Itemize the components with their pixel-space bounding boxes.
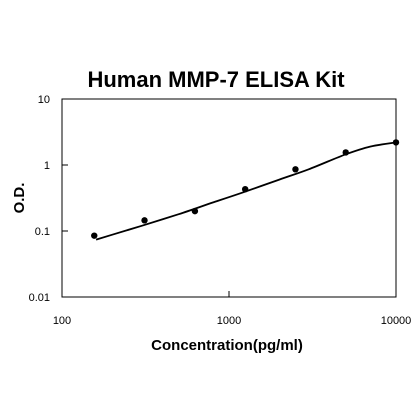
- data-point: [241, 185, 249, 193]
- data-point: [191, 207, 199, 215]
- y-tick-label: 1: [44, 160, 50, 172]
- data-point: [392, 139, 400, 146]
- fit-curve: [95, 141, 397, 241]
- data-point: [292, 166, 299, 173]
- y-axis-label: O.D.: [11, 183, 28, 214]
- x-tick-label: 1000: [217, 315, 241, 327]
- x-axis-label: Concentration(pg/ml): [151, 337, 303, 354]
- data-points: [91, 139, 400, 239]
- x-tick-label: 10000: [381, 315, 412, 327]
- y-axis: 0.01 0.1 1 10: [29, 94, 68, 304]
- data-point: [141, 217, 148, 224]
- data-point: [342, 149, 349, 156]
- y-tick-label: 0.1: [35, 226, 50, 238]
- chart-title: Human MMP-7 ELISA Kit: [87, 67, 345, 92]
- y-tick-label: 10: [38, 94, 50, 106]
- y-tick-label: 0.01: [29, 292, 50, 304]
- x-tick-label: 100: [53, 315, 71, 327]
- data-point: [91, 232, 98, 239]
- x-axis: 100 1000 10000: [53, 291, 411, 327]
